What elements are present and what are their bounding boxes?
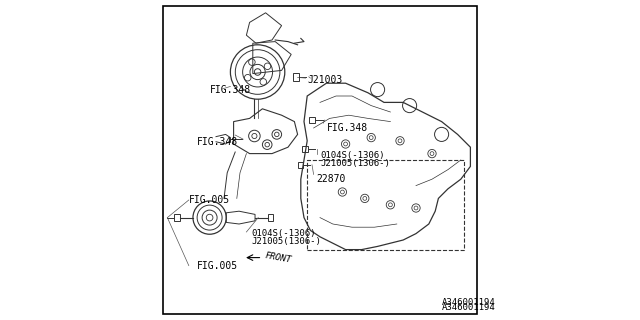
Text: FIG.005: FIG.005 xyxy=(197,260,238,271)
Text: 22870: 22870 xyxy=(317,174,346,184)
Text: FRONT: FRONT xyxy=(264,251,292,264)
Text: FIG.005: FIG.005 xyxy=(189,195,230,205)
Text: A346001194: A346001194 xyxy=(442,303,495,312)
Bar xyxy=(307,160,464,250)
Text: J21005(1306-): J21005(1306-) xyxy=(320,159,390,168)
Text: FIG.348: FIG.348 xyxy=(210,84,251,95)
Text: J21005(1306-): J21005(1306-) xyxy=(251,237,321,246)
Text: FIG.348: FIG.348 xyxy=(326,123,367,133)
Text: A346001194: A346001194 xyxy=(442,298,495,307)
Text: J21003: J21003 xyxy=(307,75,342,85)
Text: FIG.348: FIG.348 xyxy=(197,137,238,148)
Text: 0104S(-1306): 0104S(-1306) xyxy=(251,229,316,238)
Text: 0104S(-1306): 0104S(-1306) xyxy=(320,151,385,160)
